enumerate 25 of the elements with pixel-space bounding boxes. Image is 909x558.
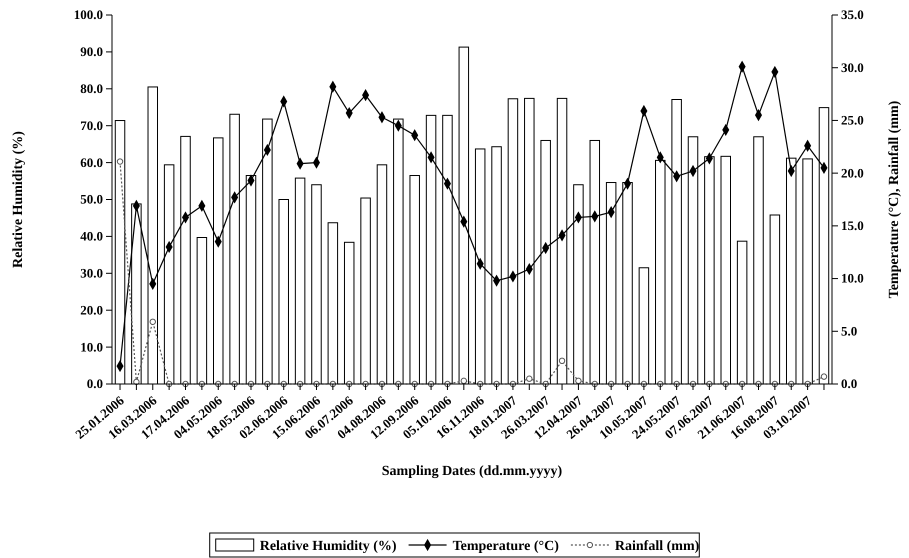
y2-axis-title: Temperature (°C), Rainfall (mm) [887,100,902,298]
y-axis-title: Relative Humidity (%) [11,130,26,268]
y2-tick-label: 35.0 [841,7,864,22]
y-tick-label: 0.0 [86,376,103,392]
y-tick-label: 90.0 [80,44,103,60]
y2-tick-label: 20.0 [841,165,864,180]
y-tick-label: 30.0 [80,265,103,280]
y-tick-label: 20.0 [80,302,103,318]
legend-label: Relative Humidity (%) [260,539,397,554]
y-tick-label: 60.0 [80,154,103,170]
y-tick-label: 70.0 [80,118,103,133]
y2-tick-label: 25.0 [841,112,864,128]
legend-label: Temperature (°C) [452,539,560,554]
legend-label: Rainfall (mm) [614,539,700,554]
y-tick-label: 100.0 [74,7,103,22]
y2-tick-label: 0.0 [841,376,858,392]
y-tick-label: 10.0 [80,339,103,354]
y2-tick-label: 30.0 [841,60,864,75]
y2-tick-label: 15.0 [841,218,864,234]
y2-tick-label: 10.0 [841,270,864,286]
y-tick-label: 80.0 [80,80,103,96]
y2-tick-label: 5.0 [841,323,858,338]
y-tick-label: 40.0 [80,228,103,244]
y-tick-label: 50.0 [80,192,103,207]
x-axis-title: Sampling Dates (dd.mm.yyyy) [382,464,563,479]
